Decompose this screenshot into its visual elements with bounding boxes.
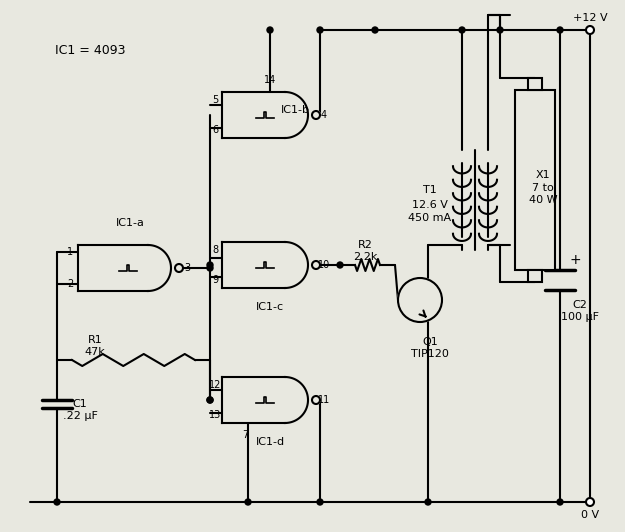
Text: R1: R1 (88, 335, 103, 345)
Circle shape (337, 262, 343, 268)
Text: TIP120: TIP120 (411, 349, 449, 359)
Text: 40 W: 40 W (529, 195, 558, 205)
Text: 3: 3 (184, 263, 190, 273)
Circle shape (586, 498, 594, 506)
Text: T1: T1 (423, 185, 437, 195)
Text: 6: 6 (212, 125, 218, 135)
Text: +12 V: +12 V (572, 13, 608, 23)
Text: C1: C1 (72, 399, 88, 409)
Text: 2.2k: 2.2k (352, 252, 377, 262)
Text: 13: 13 (209, 410, 221, 420)
Text: 2: 2 (67, 279, 73, 289)
Circle shape (312, 261, 320, 269)
Circle shape (207, 265, 213, 271)
Text: 450 mA: 450 mA (409, 213, 451, 223)
Text: IC1-c: IC1-c (256, 302, 284, 312)
Text: .22 μF: .22 μF (62, 411, 98, 421)
Text: 0 V: 0 V (581, 510, 599, 520)
Text: 14: 14 (264, 75, 276, 85)
Text: 9: 9 (212, 275, 218, 285)
Text: Q1: Q1 (422, 337, 438, 347)
Circle shape (398, 278, 442, 322)
Text: 7: 7 (242, 430, 248, 440)
Text: 47k: 47k (84, 347, 106, 357)
Text: +: + (569, 253, 581, 267)
Text: IC1-d: IC1-d (256, 437, 284, 447)
Text: IC1-b: IC1-b (281, 105, 309, 115)
Text: C2: C2 (572, 300, 588, 310)
Text: 4: 4 (321, 110, 327, 120)
Text: 100 μF: 100 μF (561, 312, 599, 322)
Circle shape (245, 499, 251, 505)
Text: 8: 8 (212, 245, 218, 255)
Circle shape (557, 499, 563, 505)
Text: IC1 = 4093: IC1 = 4093 (55, 44, 126, 56)
Text: 10: 10 (318, 260, 330, 270)
Circle shape (425, 499, 431, 505)
Circle shape (317, 499, 323, 505)
Text: R2: R2 (357, 240, 372, 250)
Bar (528, 270, 542, 282)
Text: 1: 1 (67, 247, 73, 257)
Text: 7 to: 7 to (532, 183, 554, 193)
Circle shape (317, 27, 323, 33)
Text: 12.6 V: 12.6 V (412, 200, 448, 210)
Circle shape (207, 397, 213, 403)
Circle shape (54, 499, 60, 505)
Circle shape (175, 264, 183, 272)
Circle shape (207, 397, 213, 403)
Circle shape (557, 27, 563, 33)
Text: 5: 5 (212, 95, 218, 105)
Circle shape (497, 27, 503, 33)
Text: X1: X1 (536, 170, 551, 180)
Text: 11: 11 (318, 395, 330, 405)
Bar (528, 78, 542, 90)
Text: 12: 12 (209, 380, 221, 390)
Circle shape (459, 27, 465, 33)
Circle shape (372, 27, 378, 33)
Text: IC1-a: IC1-a (116, 218, 144, 228)
Circle shape (586, 26, 594, 34)
Circle shape (207, 262, 213, 268)
Circle shape (312, 396, 320, 404)
Circle shape (312, 111, 320, 119)
Bar (515, 90, 555, 270)
Circle shape (267, 27, 273, 33)
